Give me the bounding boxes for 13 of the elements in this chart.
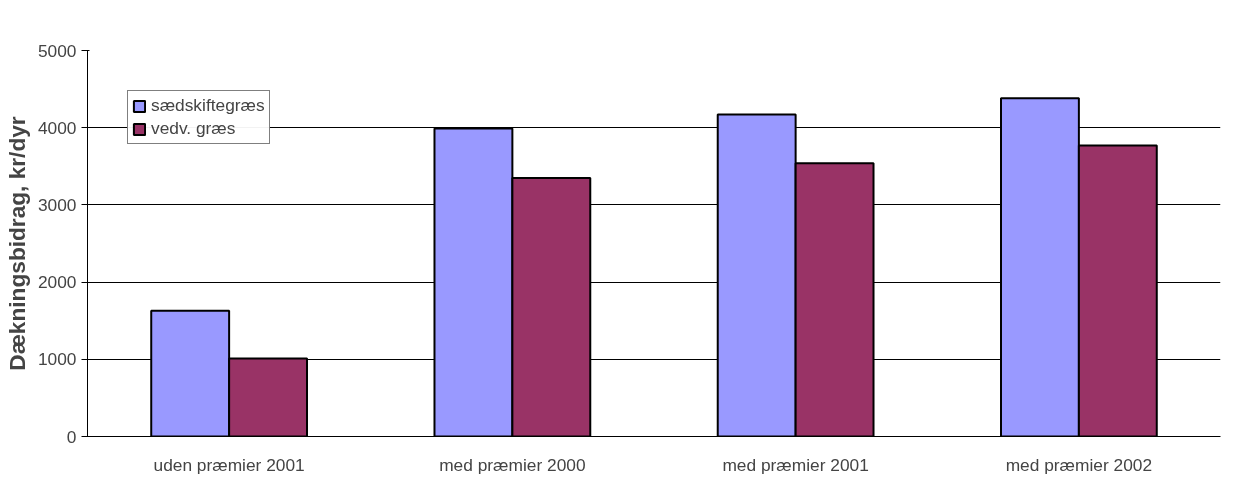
y-tick-label: 1000 [37,349,77,370]
x-tick-label: med præmier 2000 [439,454,586,475]
y-tick-label: 3000 [37,194,77,215]
legend-label: vedv. græs [151,118,236,139]
y-tick-label: 4000 [37,117,77,138]
y-tick-label: 0 [66,426,77,447]
y-tick-label: 2000 [37,272,77,293]
y-axis-title: Dækningsbidrag, kr/dyr [3,116,30,371]
x-tick-label: uden præmier 2001 [153,454,305,475]
y-tick-label: 5000 [37,40,77,61]
legend-label: sædskiftegræs [151,95,265,116]
x-tick-label: med præmier 2002 [1005,454,1153,475]
x-tick-label: med præmier 2001 [722,454,869,475]
